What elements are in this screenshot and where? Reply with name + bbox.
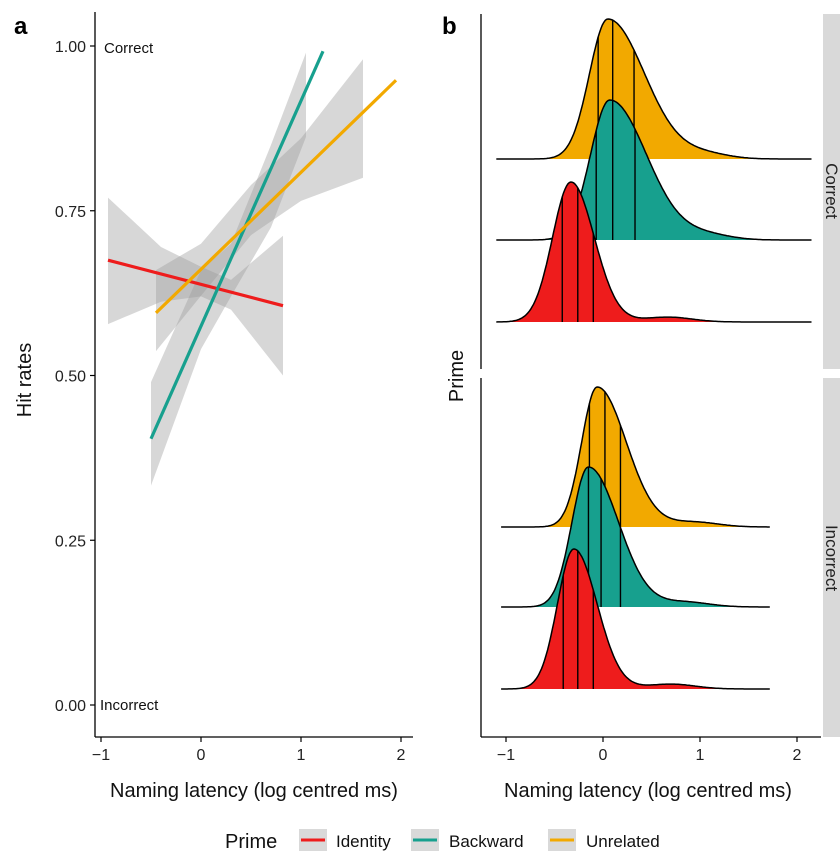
ci-band-backward	[151, 52, 306, 486]
ridge-fill	[496, 182, 812, 322]
legend-item-identity: Identity	[299, 829, 391, 851]
legend-item-unrelated: Unrelated	[548, 829, 660, 851]
panel-a-x-axis-title: Naming latency (log centred ms)	[110, 780, 398, 802]
x-tick-label: 1	[297, 747, 306, 764]
y-tick-label: 0.50	[55, 369, 86, 386]
legend-label-backward: Backward	[449, 832, 524, 851]
annotation-incorrect: Incorrect	[100, 697, 159, 714]
x-tick-label: 2	[397, 747, 406, 764]
y-tick-label: 0.00	[55, 698, 86, 715]
ridge-correct-unrelated	[496, 18, 812, 160]
panel-a-x-ticks: −1 0 1 2	[92, 737, 406, 764]
panel-b-plot: −1 0 1 2 Correct Incorrect Prime Naming lat…	[446, 14, 840, 802]
regression-line-backward	[149, 50, 325, 440]
y-tick-label: 0.25	[55, 533, 86, 550]
ridge-fill	[496, 19, 812, 159]
x-tick-label: −1	[92, 747, 110, 764]
x-tick-label: 0	[599, 747, 608, 764]
ridge-outline	[501, 386, 770, 528]
y-tick-label: 1.00	[55, 39, 86, 56]
facet-label-correct: Correct	[822, 163, 840, 219]
ridge-incorrect-identity	[501, 548, 770, 690]
ridge-correct-backward	[496, 99, 812, 241]
regression-line-identity	[107, 258, 284, 308]
legend-label-unrelated: Unrelated	[586, 832, 660, 851]
legend-title: Prime	[225, 831, 277, 853]
panel-a-plot: 0.00 0.25 0.50 0.75 1.00 −1 0 1 2 Correct Incor…	[14, 12, 413, 802]
facet-label-incorrect: Incorrect	[822, 525, 840, 591]
x-tick-label: 0	[197, 747, 206, 764]
panel-b-x-axis-title: Naming latency (log centred ms)	[504, 780, 792, 802]
panel-letter-a: a	[14, 13, 28, 40]
annotation-correct: Correct	[104, 40, 154, 57]
ridge-fill	[496, 100, 812, 240]
panel-b-y-axis-title: Prime	[446, 350, 468, 402]
legend-label-identity: Identity	[336, 832, 391, 851]
confidence-bands	[108, 52, 363, 486]
ci-band-unrelated	[156, 59, 363, 352]
ridge-fill	[501, 549, 770, 689]
ridge-correct-identity	[496, 181, 812, 323]
legend-item-backward: Backward	[411, 829, 524, 851]
ridge-outline	[501, 466, 770, 608]
x-tick-label: 1	[696, 747, 705, 764]
facet-strip-correct	[823, 14, 840, 369]
panel-letter-b: b	[442, 13, 457, 40]
density-ridges	[496, 18, 812, 690]
facet-strip-incorrect	[823, 378, 840, 737]
ridge-incorrect-unrelated	[501, 386, 770, 528]
ridge-outline	[496, 181, 812, 323]
ridge-outline	[496, 99, 812, 241]
x-tick-label: −1	[497, 747, 515, 764]
ridge-outline	[496, 18, 812, 160]
x-tick-label: 2	[793, 747, 802, 764]
regression-line-unrelated	[154, 79, 398, 315]
y-tick-label: 0.75	[55, 204, 86, 221]
panel-b-x-ticks: −1 0 1 2	[497, 737, 802, 764]
regression-lines	[107, 50, 398, 440]
panel-a-y-ticks: 0.00 0.25 0.50 0.75 1.00	[55, 39, 95, 715]
panel-a-y-axis-title: Hit rates	[14, 343, 36, 417]
legend: Prime Identity Backward Unrelated	[225, 829, 660, 853]
ci-band-identity	[108, 197, 283, 376]
ridge-outline	[501, 548, 770, 690]
ridge-fill	[501, 387, 770, 527]
